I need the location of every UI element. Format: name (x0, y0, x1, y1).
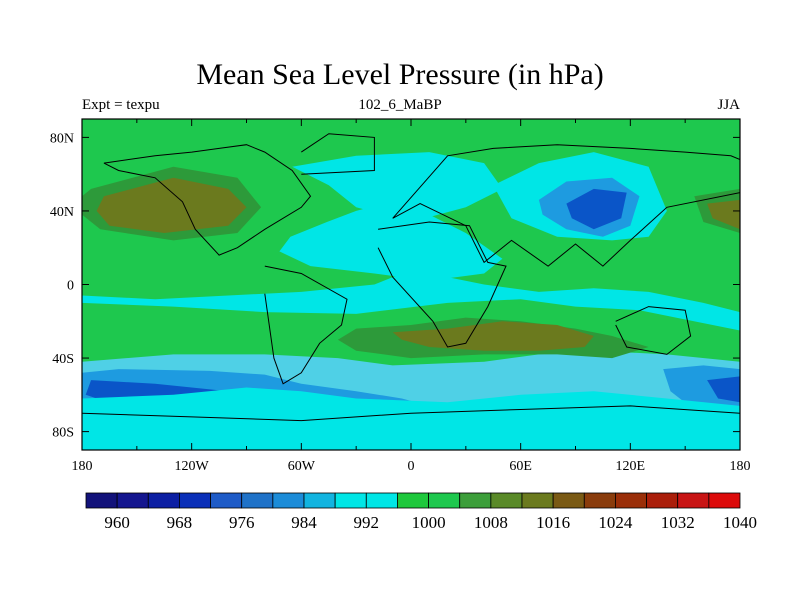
period-label: 102_6_MaBP (358, 97, 442, 113)
colorbar-swatch (677, 492, 710, 509)
colorbar-label: 976 (229, 513, 255, 532)
x-tick-label: 120W (175, 459, 210, 474)
colorbar-swatch (303, 492, 336, 509)
colorbar-label: 1024 (598, 513, 633, 532)
colorbar-swatch (147, 492, 180, 509)
colorbar-swatch (365, 492, 398, 509)
experiment-label: Expt = texpu (82, 97, 160, 113)
colorbar-swatch (272, 492, 305, 509)
colorbar-swatch (241, 492, 274, 509)
colorbar-swatch (583, 492, 616, 509)
coastline-5 (301, 133, 375, 175)
colorbar-label: 1040 (723, 513, 757, 532)
pressure-region-6 (82, 387, 740, 450)
colorbar-swatch (428, 492, 461, 509)
colorbar-swatch (397, 492, 429, 509)
colorbar-label: 1016 (536, 513, 570, 532)
colorbar-swatch (210, 492, 243, 509)
colorbar-label: 1008 (474, 513, 508, 532)
colorbar-label: 1032 (661, 513, 695, 532)
colorbar-swatch (179, 492, 211, 509)
coastline-6 (82, 405, 740, 422)
y-tick-label: 80S (52, 426, 74, 441)
colorbar-label: 1000 (412, 513, 446, 532)
x-tick-label: 60W (288, 459, 316, 474)
pressure-region-5 (707, 376, 740, 403)
season-label: JJA (717, 97, 740, 113)
colorbar: 960 968 976 984 992 1000 1008 1016 1024 1032 1040 (85, 492, 757, 532)
x-tick-label: 0 (408, 459, 415, 474)
coastline-3 (392, 144, 740, 267)
colorbar-swatch (334, 492, 367, 509)
colorbar-swatch (116, 492, 149, 509)
pressure-region-7 (82, 269, 740, 331)
colorbar-swatch (615, 492, 647, 509)
pressure-field (82, 119, 740, 450)
colorbar-label: 992 (354, 513, 380, 532)
axes: 180 120W 60W 0 60E 120E 180 80N 40N 0 40S 80S (50, 119, 751, 474)
y-tick-label: 40N (50, 205, 74, 220)
pressure-region-9 (279, 203, 503, 281)
colorbar-swatch (552, 492, 585, 509)
colorbar-label: 960 (104, 513, 130, 532)
coastline-0 (103, 144, 312, 256)
pressure-region-8 (292, 152, 503, 222)
coastlines (82, 133, 740, 422)
chart-title: Mean Sea Level Pressure (in hPa) (196, 58, 604, 91)
y-tick-label: 40S (52, 352, 74, 367)
colorbar-swatch (85, 492, 118, 509)
pressure-region-14 (96, 177, 247, 233)
colorbar-swatch (490, 492, 523, 509)
x-tick-label: 120E (616, 459, 646, 474)
pressure-region-16 (392, 321, 594, 351)
colorbar-swatch (646, 492, 679, 509)
x-tick-label: 60E (509, 459, 532, 474)
colorbar-label: 968 (167, 513, 193, 532)
colorbar-swatch (521, 492, 554, 509)
colorbar-swatch (708, 492, 741, 509)
colorbar-label: 984 (291, 513, 317, 532)
pressure-region-12 (566, 188, 627, 230)
colorbar-swatch (459, 492, 492, 509)
pressure-region-18 (707, 199, 740, 230)
y-tick-label: 80N (50, 131, 74, 146)
x-tick-label: 180 (72, 459, 93, 474)
coastline-2 (377, 221, 507, 348)
y-tick-label: 0 (67, 279, 74, 294)
coastline-4 (615, 306, 692, 355)
x-tick-label: 180 (730, 459, 751, 474)
coastline-1 (264, 265, 348, 385)
